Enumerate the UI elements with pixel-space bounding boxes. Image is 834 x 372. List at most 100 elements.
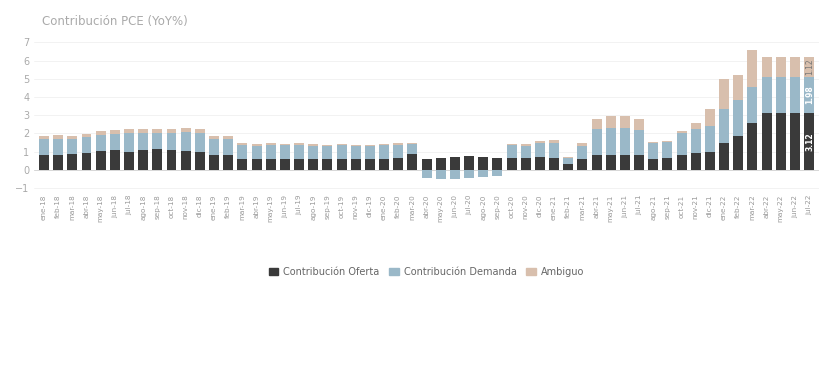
Bar — [337, 145, 346, 158]
Bar — [733, 75, 743, 100]
Bar — [577, 143, 587, 146]
Bar — [535, 157, 545, 170]
Bar — [662, 142, 672, 157]
Bar — [138, 132, 148, 150]
Bar — [224, 155, 234, 170]
Bar — [563, 158, 573, 164]
Bar — [39, 155, 49, 170]
Bar — [591, 155, 601, 170]
Bar — [294, 145, 304, 158]
Bar — [124, 134, 134, 152]
Bar — [776, 77, 786, 113]
Bar — [195, 132, 205, 152]
Bar — [309, 159, 319, 170]
Bar — [705, 109, 715, 126]
Bar — [605, 128, 615, 155]
Bar — [492, 170, 502, 176]
Bar — [719, 79, 729, 109]
Bar — [790, 113, 800, 170]
Bar — [365, 146, 374, 159]
Bar — [53, 139, 63, 155]
Bar — [705, 152, 715, 170]
Bar — [506, 144, 516, 145]
Bar — [634, 130, 644, 155]
Bar — [776, 57, 786, 77]
Bar — [719, 142, 729, 170]
Bar — [337, 144, 346, 145]
Bar — [209, 137, 219, 139]
Text: 1.98: 1.98 — [806, 86, 814, 105]
Bar — [209, 155, 219, 170]
Bar — [577, 146, 587, 159]
Bar — [733, 136, 743, 170]
Bar — [634, 155, 644, 170]
Bar — [394, 158, 403, 170]
Bar — [96, 131, 106, 135]
Bar — [252, 146, 262, 159]
Bar — [238, 145, 248, 158]
Bar — [238, 144, 248, 145]
Bar — [804, 113, 814, 170]
Bar — [506, 158, 516, 170]
Bar — [804, 77, 814, 113]
Bar — [761, 113, 771, 170]
Bar — [153, 133, 163, 150]
Bar — [535, 143, 545, 157]
Bar — [478, 157, 488, 170]
Bar — [747, 124, 757, 170]
Bar — [39, 139, 49, 155]
Bar — [138, 150, 148, 170]
Legend: Contribución Oferta, Contribución Demanda, Ambiguo: Contribución Oferta, Contribución Demand… — [265, 263, 588, 281]
Bar — [294, 158, 304, 170]
Bar — [379, 158, 389, 170]
Bar — [408, 144, 417, 154]
Bar — [167, 129, 177, 132]
Bar — [181, 132, 191, 151]
Bar — [266, 158, 276, 170]
Bar — [648, 158, 658, 170]
Bar — [408, 154, 417, 170]
Bar — [563, 164, 573, 170]
Bar — [110, 150, 120, 170]
Bar — [761, 57, 771, 77]
Bar — [648, 143, 658, 158]
Bar — [761, 77, 771, 113]
Bar — [520, 146, 530, 158]
Bar — [605, 155, 615, 170]
Bar — [648, 142, 658, 143]
Bar — [266, 144, 276, 145]
Bar — [39, 137, 49, 139]
Bar — [691, 153, 701, 170]
Bar — [351, 146, 360, 159]
Bar — [181, 151, 191, 170]
Bar — [634, 119, 644, 130]
Bar — [167, 132, 177, 150]
Bar — [676, 134, 686, 155]
Bar — [252, 144, 262, 146]
Bar — [662, 141, 672, 142]
Bar — [153, 129, 163, 133]
Bar — [68, 136, 78, 139]
Bar — [209, 139, 219, 155]
Bar — [691, 129, 701, 153]
Bar — [124, 152, 134, 170]
Bar — [719, 109, 729, 142]
Bar — [351, 159, 360, 170]
Bar — [464, 170, 474, 178]
Bar — [365, 159, 374, 170]
Bar — [68, 154, 78, 170]
Bar — [394, 144, 403, 145]
Bar — [379, 144, 389, 145]
Bar — [224, 137, 234, 139]
Bar — [450, 170, 460, 179]
Bar — [252, 159, 262, 170]
Bar — [323, 146, 332, 159]
Bar — [450, 157, 460, 170]
Bar — [747, 50, 757, 87]
Bar — [676, 155, 686, 170]
Bar — [82, 137, 92, 153]
Bar — [520, 158, 530, 170]
Bar — [124, 129, 134, 134]
Bar — [705, 126, 715, 152]
Bar — [478, 170, 488, 177]
